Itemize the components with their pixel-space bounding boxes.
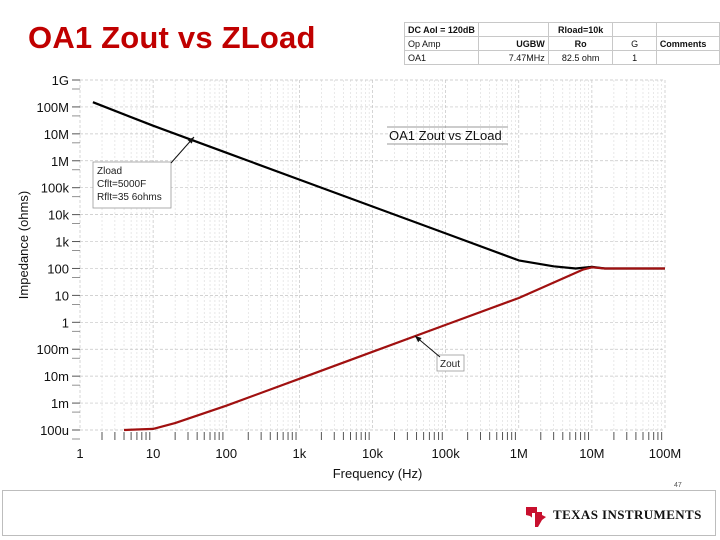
annotation-text: Zload (97, 166, 122, 177)
x-tick-label: 100 (215, 446, 237, 461)
table-cell (655, 50, 720, 65)
x-tick-label: 1M (510, 446, 528, 461)
y-tick-label: 100k (41, 181, 70, 196)
y-tick-label: 100M (36, 100, 69, 115)
y-tick-label: 1m (51, 396, 69, 411)
page-number: 47 (674, 482, 682, 489)
annotation-text: Zout (440, 359, 460, 370)
x-tick-label: 10M (579, 446, 604, 461)
x-tick-label: 100M (649, 446, 682, 461)
texas-instruments-logo-icon (526, 507, 546, 527)
x-tick-label: 1 (76, 446, 83, 461)
x-tick-label: 1k (293, 446, 307, 461)
y-tick-label: 1 (62, 315, 69, 330)
x-tick-label: 10 (146, 446, 160, 461)
y-tick-label: 10m (44, 369, 69, 384)
y-tick-label: 100m (36, 342, 69, 357)
x-tick-label: 10k (362, 446, 383, 461)
y-axis-label: Impedance (ohms) (16, 191, 31, 299)
table-row: OA1 7.47MHz 82.5 ohm 1 (404, 50, 720, 65)
brand-wordmark: TEXAS INSTRUMENTS (553, 507, 702, 522)
x-axis-label: Frequency (Hz) (333, 466, 423, 481)
y-tick-label: 10M (44, 127, 69, 142)
parameter-table: DC Aol = 120dB Rload=10k Op Amp UGBW Ro … (404, 22, 720, 65)
annotation-text: Cflt=5000F (97, 179, 146, 190)
y-tick-label: 10 (55, 288, 69, 303)
annotation-arrowhead (187, 137, 194, 144)
table-cell: 82.5 ohm (547, 50, 614, 65)
annotation-arrowhead (415, 336, 422, 343)
table-cell: 7.47MHz (477, 50, 549, 65)
annotation-box (436, 354, 465, 372)
annotation-box (92, 161, 172, 209)
y-tick-label: 1k (55, 235, 69, 250)
chart-title: OA1 Zout vs ZLoad (389, 128, 502, 143)
series-line-zout (123, 266, 665, 432)
footer-frame (2, 490, 716, 536)
slide-title: OA1 Zout vs ZLoad (28, 20, 316, 55)
series-line-zload (92, 101, 665, 270)
y-tick-label: 100 (47, 261, 69, 276)
y-tick-label: 1M (51, 154, 69, 169)
y-tick-label: 10k (48, 208, 69, 223)
annotation-text: Rflt=35 6ohms (97, 192, 162, 203)
y-tick-label: 1G (52, 73, 69, 88)
table-cell: 1 (612, 50, 657, 65)
table-cell: OA1 (404, 50, 479, 65)
impedance-chart: 1 10 100 1k 10k 100k 1M 10M 100M 100u 1m 10m 100m 1 10… (16, 73, 682, 481)
y-tick-label: 100u (40, 423, 69, 438)
x-tick-label: 100k (432, 446, 461, 461)
